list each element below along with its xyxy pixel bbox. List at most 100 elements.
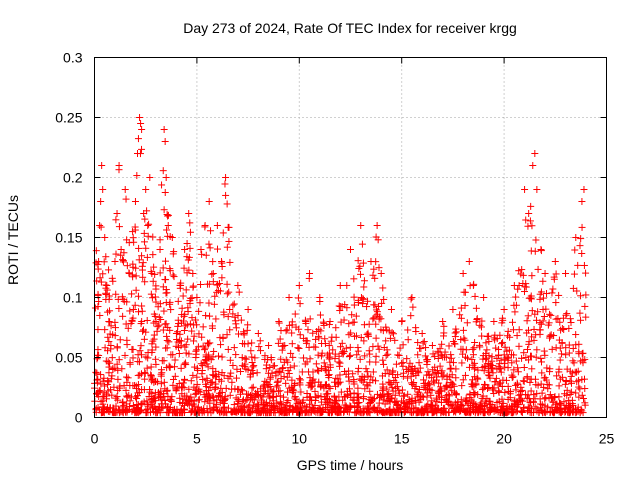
y-tick-label: 0.2 xyxy=(63,170,83,186)
data-point xyxy=(164,211,172,219)
data-point xyxy=(245,403,253,411)
data-point xyxy=(294,294,302,302)
data-point xyxy=(354,384,362,392)
data-point xyxy=(570,270,578,278)
data-point xyxy=(151,312,159,320)
data-point xyxy=(399,362,407,370)
data-point xyxy=(379,284,387,292)
data-point xyxy=(451,333,459,341)
data-point xyxy=(459,270,467,277)
data-point xyxy=(94,326,102,334)
data-point xyxy=(203,374,211,382)
data-point xyxy=(461,302,469,310)
data-point xyxy=(436,387,444,395)
data-point xyxy=(514,368,522,376)
data-point xyxy=(500,406,508,414)
data-point xyxy=(448,387,456,395)
data-point xyxy=(106,330,114,338)
data-point xyxy=(429,409,437,417)
data-point xyxy=(154,323,162,331)
data-point xyxy=(159,167,167,175)
data-point xyxy=(99,408,107,416)
data-point xyxy=(165,338,173,346)
data-point xyxy=(234,312,242,320)
data-point xyxy=(223,243,231,251)
data-point xyxy=(565,349,573,357)
data-point xyxy=(308,382,316,390)
data-point xyxy=(309,368,317,376)
data-point xyxy=(484,360,492,368)
data-point xyxy=(192,347,200,355)
data-point xyxy=(518,354,526,362)
data-point xyxy=(177,409,185,417)
y-axis-label: ROTI / TECUs xyxy=(5,195,21,285)
data-point xyxy=(336,359,344,367)
data-point xyxy=(132,272,140,280)
data-point xyxy=(545,334,553,342)
data-point xyxy=(206,339,214,347)
data-point xyxy=(129,260,137,268)
data-point xyxy=(116,408,124,416)
data-point xyxy=(262,365,270,373)
data-point xyxy=(546,391,554,399)
data-point xyxy=(350,301,358,309)
data-point xyxy=(343,392,351,400)
data-point xyxy=(315,334,323,342)
data-point xyxy=(451,340,459,348)
data-point xyxy=(158,181,166,189)
data-point xyxy=(115,304,123,312)
data-point xyxy=(485,332,493,340)
data-point xyxy=(99,186,107,193)
data-point xyxy=(148,390,156,398)
data-point xyxy=(285,369,293,377)
data-point xyxy=(159,326,167,334)
data-point xyxy=(383,346,391,354)
data-point xyxy=(577,316,585,324)
data-point xyxy=(193,373,201,381)
data-point xyxy=(350,380,358,388)
data-point xyxy=(137,370,145,378)
data-point xyxy=(163,210,171,218)
data-point xyxy=(151,397,159,405)
data-point xyxy=(161,320,169,328)
data-point xyxy=(136,347,144,355)
data-point xyxy=(389,387,397,395)
data-point xyxy=(441,348,449,356)
data-point xyxy=(531,150,539,157)
data-point xyxy=(248,404,256,412)
data-point xyxy=(515,326,523,334)
data-point xyxy=(557,326,565,334)
data-point xyxy=(572,331,580,339)
data-point xyxy=(253,409,261,417)
data-point xyxy=(97,278,105,286)
data-point xyxy=(168,234,176,241)
data-point xyxy=(141,278,149,286)
data-point xyxy=(198,370,206,378)
data-point xyxy=(156,246,164,253)
data-point xyxy=(526,378,534,386)
data-point xyxy=(292,404,300,412)
data-point xyxy=(408,394,416,402)
data-point xyxy=(498,340,506,348)
data-point xyxy=(552,344,560,352)
data-point xyxy=(290,362,298,370)
data-point xyxy=(177,282,185,289)
data-point xyxy=(95,258,103,265)
data-point xyxy=(562,270,570,277)
data-point xyxy=(189,270,197,277)
data-point xyxy=(145,220,153,228)
data-point xyxy=(199,323,207,331)
data-point xyxy=(466,391,474,399)
data-point xyxy=(471,390,479,398)
data-point xyxy=(149,251,157,259)
data-point xyxy=(134,358,142,366)
data-point xyxy=(100,374,108,382)
data-point xyxy=(560,325,568,333)
data-point xyxy=(161,138,169,145)
data-point xyxy=(504,354,512,362)
data-point xyxy=(524,222,532,230)
data-point xyxy=(404,406,412,414)
data-point xyxy=(163,408,171,416)
data-point xyxy=(528,365,536,373)
data-point xyxy=(582,269,590,277)
